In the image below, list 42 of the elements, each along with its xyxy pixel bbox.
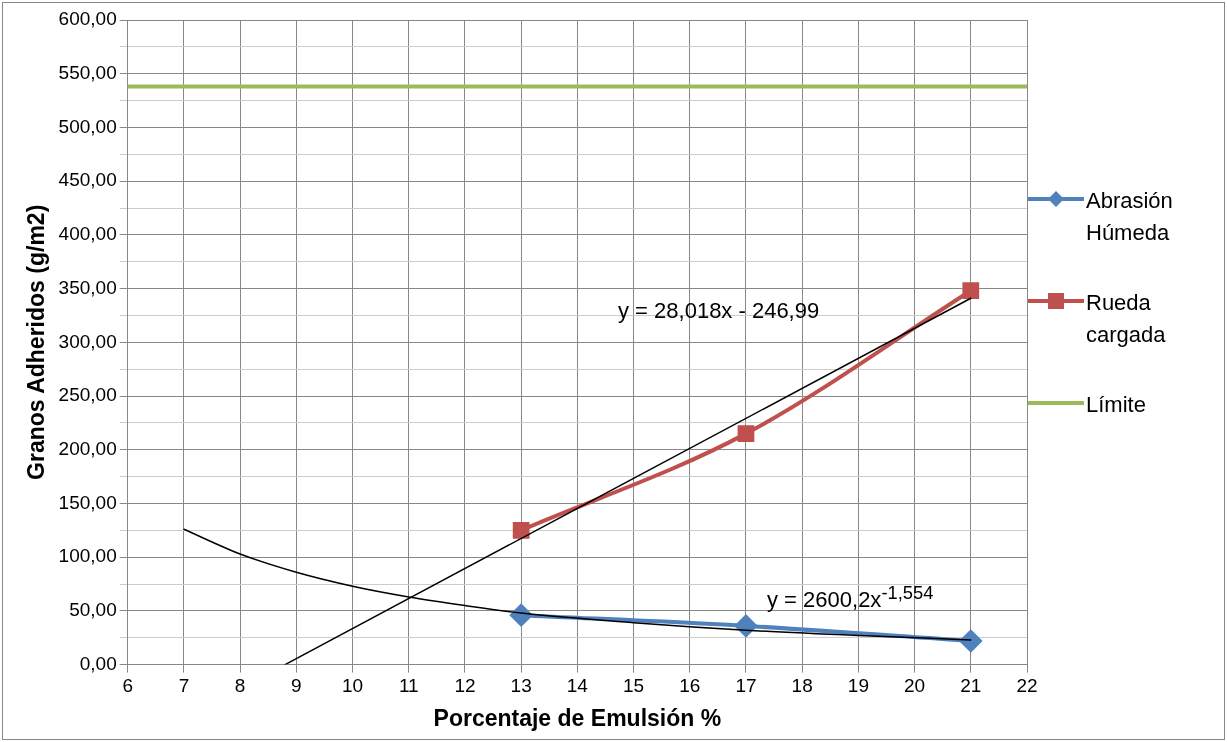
x-tick-label: 20 (904, 675, 926, 697)
y-tick-label: 50,00 (69, 599, 117, 621)
x-tick-label: 8 (234, 675, 246, 697)
point (734, 614, 757, 637)
x-tick-label: 12 (454, 675, 476, 697)
legend-label: Abrasión Húmeda (1086, 187, 1174, 247)
x-tick-label: 9 (291, 675, 302, 697)
x-tick-label: 22 (1016, 675, 1038, 697)
y-tick-label: 550,00 (58, 61, 117, 83)
y-tick-label: 500,00 (58, 115, 117, 137)
x-tick-label: 15 (622, 675, 645, 697)
legend-label: Límite (1086, 391, 1146, 419)
x-axis-title: Porcentaje de Emulsión % (433, 704, 722, 731)
point (737, 425, 755, 442)
y-tick-label: 150,00 (58, 491, 117, 513)
y-tick-label: 100,00 (58, 545, 117, 567)
y-tick-label: 0,00 (79, 652, 117, 674)
x-tick-label: 11 (398, 675, 419, 697)
x-tick-label: 17 (735, 675, 757, 697)
legend-label: Rueda cargada (1086, 289, 1167, 349)
y-tick-label: 350,00 (58, 276, 117, 298)
x-tick-label: 6 (122, 675, 133, 697)
x-tick-label: 10 (341, 675, 364, 697)
x-tick-label: 21 (960, 675, 982, 697)
x-tick-label: 18 (791, 675, 813, 697)
point (962, 282, 980, 300)
x-tick-label: 16 (679, 675, 701, 697)
y-axis-title: Granos Adheridos (g/m2) (23, 204, 50, 480)
y-tick-label: 300,00 (58, 330, 117, 352)
point (512, 521, 530, 539)
y-tick-label: 200,00 (58, 437, 117, 459)
point (959, 629, 982, 652)
y-tick-label: 400,00 (58, 223, 117, 245)
x-tick-label: 13 (510, 675, 532, 697)
y-tick-label: 450,00 (58, 169, 117, 191)
y-tick-label: 250,00 (58, 384, 117, 406)
x-tick-label: 7 (178, 675, 190, 697)
x-tick-label: 14 (566, 675, 589, 697)
annotation: y = 2600,2x$^{-1,554}$ (767, 582, 934, 614)
x-tick-label: 19 (847, 675, 869, 697)
y-tick-label: 600,00 (58, 8, 117, 30)
annotation: y = 28,018x - 246,99 (618, 298, 820, 324)
